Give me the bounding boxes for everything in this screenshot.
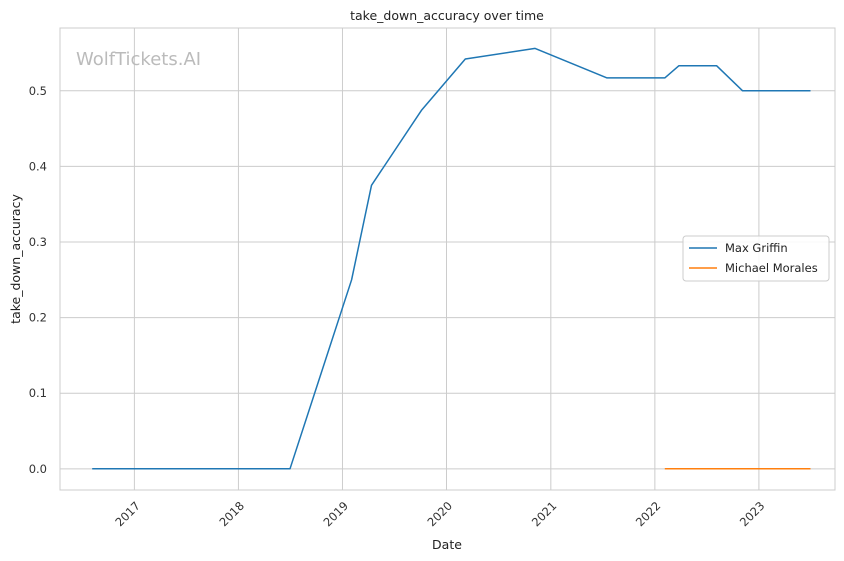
series-lines	[92, 47, 811, 470]
y-tick-label: 0.4	[29, 159, 47, 173]
y-axis-label: take_down_accuracy	[8, 194, 23, 324]
y-tick-label: 0.0	[29, 462, 47, 476]
y-tick-labels: 0.0 0.1 0.2 0.3 0.4 0.5	[29, 84, 47, 476]
legend-box	[682, 235, 830, 282]
y-tick-label: 0.2	[29, 311, 47, 325]
series-line-1	[92, 47, 811, 470]
y-tick-label: 0.5	[29, 84, 47, 98]
legend-label: Max Griffin	[725, 241, 788, 255]
legend-label: Michael Morales	[725, 261, 818, 275]
legend: Max Griffin Michael Morales	[682, 235, 830, 282]
y-tick-label: 0.1	[29, 386, 47, 400]
chart-title: take_down_accuracy over time	[350, 8, 544, 23]
plot-frame	[59, 27, 836, 491]
x-axis-label: Date	[432, 537, 462, 552]
y-tick-label: 0.3	[29, 235, 47, 249]
watermark: WolfTickets.AI	[76, 49, 201, 70]
